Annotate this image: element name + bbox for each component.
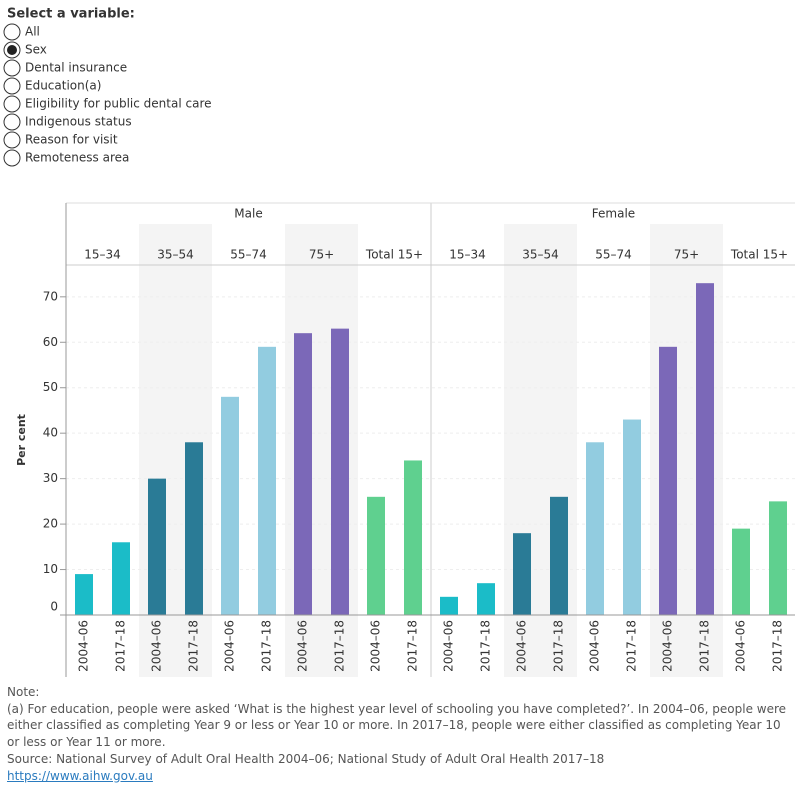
x-tick-label: 2004–06 <box>588 620 602 672</box>
bar <box>75 574 93 615</box>
y-axis-label: Per cent <box>15 414 28 466</box>
x-tick-label: 2004–06 <box>734 620 748 672</box>
x-tick-label: 2004–06 <box>77 620 91 672</box>
chart: Select a variable: Per cent All Sex Dental… <box>3 7 795 677</box>
y-tick-label: 10 <box>43 562 58 576</box>
radio-button[interactable] <box>3 95 21 113</box>
radio-button[interactable] <box>3 113 21 131</box>
panel-label: Female <box>592 207 635 221</box>
radio-label[interactable]: Dental insurance <box>25 61 127 75</box>
x-tick-label: 2017–18 <box>260 620 274 672</box>
bar <box>112 542 130 615</box>
radio-label[interactable]: Indigenous status <box>25 115 132 129</box>
group-label: 55–74 <box>230 248 267 262</box>
note-line: (a) For education, people were asked ‘Wh… <box>7 701 787 750</box>
bar <box>404 460 422 615</box>
x-tick-label: 2017–18 <box>187 620 201 672</box>
y-tick-label: 40 <box>43 426 58 440</box>
radio-button[interactable] <box>3 23 21 41</box>
radio-label[interactable]: Reason for visit <box>25 133 118 147</box>
x-tick-label: 2017–18 <box>333 620 347 672</box>
radio-label[interactable]: Education(a) <box>25 79 101 93</box>
radio-label[interactable]: Sex <box>25 43 47 57</box>
group-label: 75+ <box>674 248 699 262</box>
group-label: 55–74 <box>595 248 632 262</box>
notes: Note: (a) For education, people were aske… <box>7 684 795 784</box>
x-tick-label: 2017–18 <box>552 620 566 672</box>
x-tick-label: 2017–18 <box>698 620 712 672</box>
y-tick-label: 0 <box>50 600 58 614</box>
bar <box>696 283 714 615</box>
x-tick-label: 2004–06 <box>150 620 164 672</box>
bar <box>148 478 166 615</box>
radio-button[interactable] <box>3 77 21 95</box>
link-row: https://www.aihw.gov.au <box>7 768 795 785</box>
x-tick-label: 2017–18 <box>771 620 785 672</box>
group-label: Total 15+ <box>365 248 423 262</box>
bar <box>732 528 750 615</box>
bar <box>550 496 568 615</box>
y-tick-label: 30 <box>43 471 58 485</box>
y-tick-label: 20 <box>43 517 58 531</box>
x-tick-label: 2004–06 <box>223 620 237 672</box>
bar <box>513 533 531 615</box>
group-label: 35–54 <box>157 248 194 262</box>
radio-dot <box>7 45 17 55</box>
radio-button[interactable] <box>3 59 21 77</box>
bar <box>659 346 677 615</box>
x-tick-label: 2004–06 <box>661 620 675 672</box>
radio-button[interactable] <box>3 149 21 167</box>
bar <box>769 501 787 615</box>
bar <box>258 346 276 615</box>
group-label: 35–54 <box>522 248 559 262</box>
y-tick-label: 60 <box>43 335 58 349</box>
source-link[interactable]: https://www.aihw.gov.au <box>7 768 153 783</box>
panel-label: Male <box>234 207 262 221</box>
x-tick-label: 2004–06 <box>369 620 383 672</box>
control-label: Select a variable: <box>7 7 135 22</box>
x-tick-label: 2004–06 <box>515 620 529 672</box>
y-tick-label: 50 <box>43 380 58 394</box>
note-heading: Note: <box>7 685 40 699</box>
x-tick-label: 2017–18 <box>479 620 493 672</box>
group-label: Total 15+ <box>730 248 788 262</box>
radio-label[interactable]: All <box>25 25 40 39</box>
bar <box>586 442 604 615</box>
y-tick-label: 70 <box>43 289 58 303</box>
bar <box>185 442 203 615</box>
bar <box>367 496 385 615</box>
bar <box>331 328 349 615</box>
bar <box>294 333 312 615</box>
bar <box>623 419 641 615</box>
radio-label[interactable]: Remoteness area <box>25 151 129 165</box>
bar <box>440 596 458 615</box>
x-tick-label: 2017–18 <box>625 620 639 672</box>
radio-button[interactable] <box>3 131 21 149</box>
x-tick-label: 2004–06 <box>296 620 310 672</box>
bar <box>221 396 239 615</box>
group-label: 75+ <box>309 248 334 262</box>
radio-label[interactable]: Eligibility for public dental care <box>25 97 212 111</box>
bar <box>477 583 495 615</box>
group-label: 15–34 <box>84 248 121 262</box>
x-tick-label: 2017–18 <box>406 620 420 672</box>
x-tick-label: 2017–18 <box>114 620 128 672</box>
group-label: 15–34 <box>449 248 486 262</box>
x-tick-label: 2004–06 <box>442 620 456 672</box>
note-line: Source: National Survey of Adult Oral He… <box>7 751 605 766</box>
